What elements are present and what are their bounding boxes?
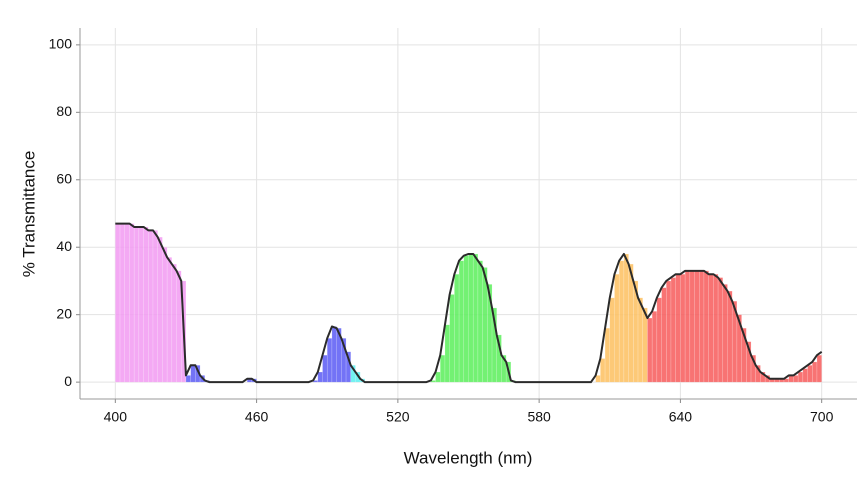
transmittance-bar [656, 297, 662, 383]
transmittance-bar [176, 270, 182, 383]
y-tick-label: 40 [56, 238, 72, 254]
transmittance-bar [666, 280, 672, 383]
transmittance-bar [684, 270, 691, 383]
transmittance-bar [703, 270, 709, 383]
transmittance-bar [454, 273, 460, 383]
x-axis-title: Wavelength (nm) [404, 448, 533, 467]
transmittance-bar [797, 371, 804, 383]
transmittance-bar [157, 236, 163, 383]
x-tick-label: 400 [104, 409, 128, 425]
transmittance-bar [336, 327, 342, 383]
transmittance-bar [166, 257, 173, 383]
transmittance-bar [807, 365, 813, 383]
y-axis-title: % Transmittance [19, 151, 38, 278]
transmittance-bar [647, 317, 653, 383]
y-tick-label: 60 [56, 170, 72, 186]
transmittance-bar [680, 273, 686, 383]
transmittance-bar [609, 297, 615, 383]
transmittance-bar [698, 270, 705, 383]
transmittance-bar [689, 270, 695, 383]
transmittance-bar [713, 273, 719, 383]
transmittance-bar [463, 255, 469, 383]
transmittance-bar [618, 260, 625, 383]
transmittance-bar [600, 358, 606, 383]
transmittance-bar [675, 273, 681, 383]
x-tick-label: 640 [669, 409, 693, 425]
transmittance-bar [501, 354, 507, 383]
transmittance-bar [162, 246, 168, 383]
transmittance-bar [812, 361, 818, 383]
transmittance-bar [642, 307, 648, 383]
transmittance-bar [595, 375, 601, 383]
transmittance-bar [317, 371, 323, 383]
transmittance-bar [124, 223, 130, 383]
transmittance-bar [133, 226, 140, 383]
transmittance-bar [651, 311, 658, 383]
transmittance-bar [614, 273, 620, 383]
transmittance-bar [152, 230, 158, 383]
transmittance-bar [171, 263, 177, 383]
transmittance-bar [802, 368, 808, 383]
transmittance-bar [129, 223, 135, 383]
transmittance-bar [322, 354, 328, 383]
transmittance-bar [326, 338, 333, 383]
transmittance-bar [458, 260, 465, 383]
transmittance-bar [670, 277, 676, 383]
transmittance-bar [444, 324, 450, 383]
transmittance-bar [472, 253, 479, 383]
x-tick-label: 460 [245, 409, 269, 425]
transmittance-bar [637, 297, 643, 383]
transmittance-bar [661, 287, 667, 383]
y-tick-label: 0 [64, 373, 72, 389]
transmittance-bar [708, 273, 714, 383]
transmittance-bar [331, 326, 337, 383]
transmittance-bar [604, 327, 611, 383]
transmittance-bar [119, 223, 125, 383]
transmittance-bar [793, 375, 799, 383]
transmittance-bar [694, 270, 700, 383]
transmittance-bar [449, 294, 455, 383]
y-tick-label: 20 [56, 305, 72, 321]
transmittance-bar [190, 365, 196, 383]
transmittance-bar [816, 354, 822, 383]
transmittance-bar [435, 371, 441, 383]
transmittance-bar [722, 284, 728, 383]
transmittance-bar [717, 277, 724, 383]
transmittance-bar [482, 267, 488, 383]
transmittance-bar [477, 260, 483, 383]
x-tick-label: 520 [386, 409, 410, 425]
transmittance-bar [623, 253, 629, 383]
y-tick-label: 100 [49, 36, 73, 52]
transmittance-bar [185, 375, 191, 383]
transmittance-bar [468, 253, 474, 383]
y-tick-label: 80 [56, 103, 72, 119]
transmittance-bar [138, 226, 144, 383]
transmittance-bar [143, 226, 149, 383]
transmittance-bar [115, 223, 121, 383]
transmittance-bar [491, 307, 498, 383]
transmittance-line [115, 222, 823, 384]
transmittance-bar [439, 354, 446, 383]
x-tick-label: 700 [810, 409, 834, 425]
transmittance-bar [727, 290, 733, 383]
transmittance-bar [788, 375, 794, 383]
transmittance-bar [148, 230, 154, 383]
x-tick-label: 580 [527, 409, 551, 425]
